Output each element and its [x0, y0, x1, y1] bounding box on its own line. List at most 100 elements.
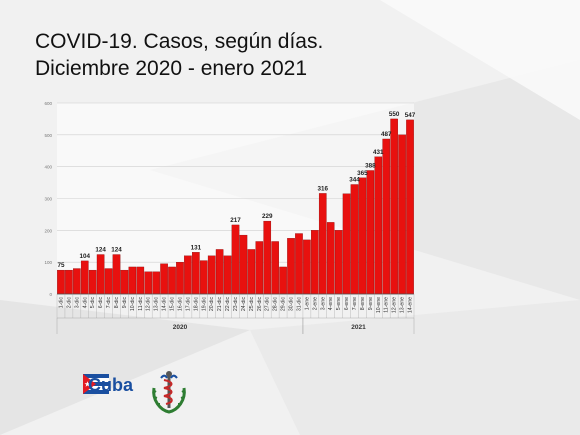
- x-tick-label: 17-dic: [185, 297, 191, 312]
- x-tick-label: 4-dic: [82, 297, 88, 309]
- bar: [390, 118, 398, 295]
- bar: [318, 193, 327, 295]
- bar: [271, 241, 279, 295]
- x-tick-label: 3-dic: [74, 297, 80, 309]
- data-label: 344: [349, 176, 360, 183]
- x-tick-label: 10-ene: [376, 297, 382, 313]
- x-tick-label: 5-ene: [336, 297, 342, 310]
- x-tick-label: 10-dic: [130, 297, 136, 312]
- x-tick-label: 9-dic: [122, 297, 128, 309]
- x-tick-label: 11-ene: [384, 297, 390, 313]
- bar: [223, 255, 232, 295]
- bar: [350, 184, 359, 295]
- x-tick-label: 19-dic: [201, 297, 207, 312]
- bar: [168, 266, 176, 295]
- x-tick-label: 9-ene: [368, 297, 374, 310]
- bar: [176, 262, 184, 295]
- bar: [358, 177, 367, 295]
- bar: [120, 269, 129, 295]
- bar: [287, 238, 295, 295]
- bar: [96, 254, 105, 295]
- bar: [247, 249, 256, 295]
- bar: [65, 269, 73, 295]
- group-label: 2020: [173, 324, 188, 331]
- x-tick-label: 6-ene: [344, 297, 350, 310]
- bar: [398, 134, 406, 295]
- y-tick-label: 400: [44, 165, 52, 170]
- bar: [231, 224, 240, 295]
- bar: [112, 254, 121, 295]
- bar: [184, 255, 192, 295]
- bar: [374, 156, 383, 295]
- title-line-1: COVID-19. Casos, según días.: [35, 30, 324, 53]
- data-label: 365: [357, 170, 368, 177]
- bar: [382, 138, 391, 295]
- data-label: 75: [57, 262, 65, 269]
- data-label: 388: [365, 162, 376, 169]
- bar: [366, 170, 375, 295]
- x-tick-label: 2-dic: [66, 297, 72, 309]
- x-tick-label: 8-ene: [360, 297, 366, 310]
- title-line-2: Diciembre 2020 - enero 2021: [35, 57, 307, 80]
- x-tick-label: 23-dic: [233, 297, 239, 312]
- data-label: 229: [262, 213, 273, 220]
- data-label: 550: [389, 111, 400, 118]
- x-tick-label: 5-dic: [90, 297, 96, 309]
- x-tick-label: 7-dic: [106, 297, 112, 309]
- bar: [326, 222, 335, 295]
- bar: [144, 271, 153, 295]
- bar: [303, 239, 311, 295]
- x-tick-label: 22-dic: [225, 297, 231, 312]
- chart-title: COVID-19. Casos, según días. Diciembre 2…: [35, 28, 323, 82]
- bar: [279, 266, 287, 295]
- y-tick-label: 100: [44, 260, 52, 265]
- x-tick-label: 31-dic: [296, 297, 302, 312]
- x-tick-label: 3-ene: [320, 297, 326, 310]
- x-tick-label: 25-dic: [249, 297, 255, 312]
- bar: [88, 269, 97, 295]
- bar: [128, 266, 137, 295]
- data-label: 124: [111, 247, 122, 254]
- bar: [80, 260, 89, 295]
- data-label: 124: [95, 247, 106, 254]
- x-tick-label: 24-dic: [241, 297, 247, 312]
- x-tick-label: 12-ene: [392, 297, 398, 313]
- x-tick-label: 16-dic: [177, 297, 183, 312]
- bar: [104, 268, 113, 295]
- bar: [255, 241, 264, 295]
- cuba-brand-label: Cuba: [88, 375, 133, 395]
- data-label: 131: [191, 244, 202, 251]
- x-tick-label: 14-ene: [408, 297, 414, 313]
- bar: [152, 271, 160, 295]
- x-tick-label: 15-dic: [170, 297, 176, 312]
- x-tick-label: 4-ene: [328, 297, 334, 310]
- x-tick-label: 18-dic: [193, 297, 199, 312]
- y-tick-label: 300: [44, 197, 52, 202]
- x-tick-label: 8-dic: [114, 297, 120, 309]
- x-tick-label: 7-ene: [352, 297, 358, 310]
- x-tick-label: 30-dic: [289, 297, 295, 312]
- bar: [215, 249, 224, 295]
- data-label: 431: [373, 149, 384, 156]
- x-tick-label: 12-dic: [146, 297, 152, 312]
- bar: [73, 268, 81, 295]
- x-tick-label: 21-dic: [217, 297, 223, 312]
- x-tick-label: 13-dic: [154, 297, 160, 312]
- bar: [334, 230, 343, 295]
- bar: [160, 263, 168, 295]
- bar: [192, 252, 200, 295]
- x-tick-label: 1-ene: [304, 297, 310, 310]
- data-label: 547: [405, 112, 416, 119]
- x-tick-label: 6-dic: [98, 297, 104, 309]
- x-tick-label: 28-dic: [273, 297, 279, 312]
- bar: [342, 193, 351, 295]
- x-tick-label: 20-dic: [209, 297, 215, 312]
- data-label: 104: [80, 253, 91, 260]
- data-label: 316: [318, 185, 329, 192]
- data-label: 487: [381, 131, 392, 138]
- bar: [311, 230, 319, 295]
- x-tick-label: 13-ene: [400, 297, 406, 313]
- x-tick-label: 26-dic: [257, 297, 263, 312]
- bar: [263, 220, 272, 295]
